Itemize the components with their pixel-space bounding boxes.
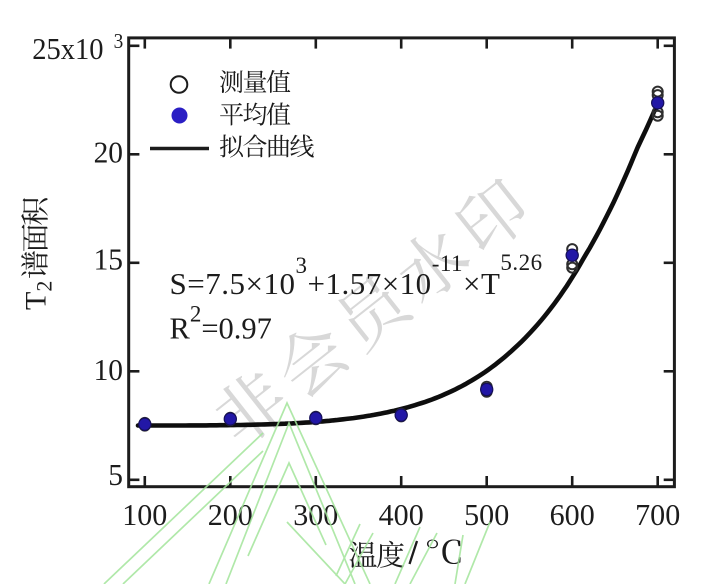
svg-text:25x10: 25x10: [32, 32, 103, 66]
svg-text:10: 10: [94, 352, 123, 387]
svg-text:3: 3: [114, 30, 124, 53]
svg-text:200: 200: [208, 498, 253, 533]
svg-text:700: 700: [635, 498, 680, 533]
svg-text:15: 15: [94, 242, 123, 277]
svg-text:600: 600: [550, 498, 595, 533]
svg-text:20: 20: [94, 135, 123, 170]
svg-text:5: 5: [108, 457, 123, 492]
svg-text:100: 100: [122, 498, 167, 533]
svg-text:400: 400: [379, 498, 424, 533]
svg-text:500: 500: [464, 498, 509, 533]
